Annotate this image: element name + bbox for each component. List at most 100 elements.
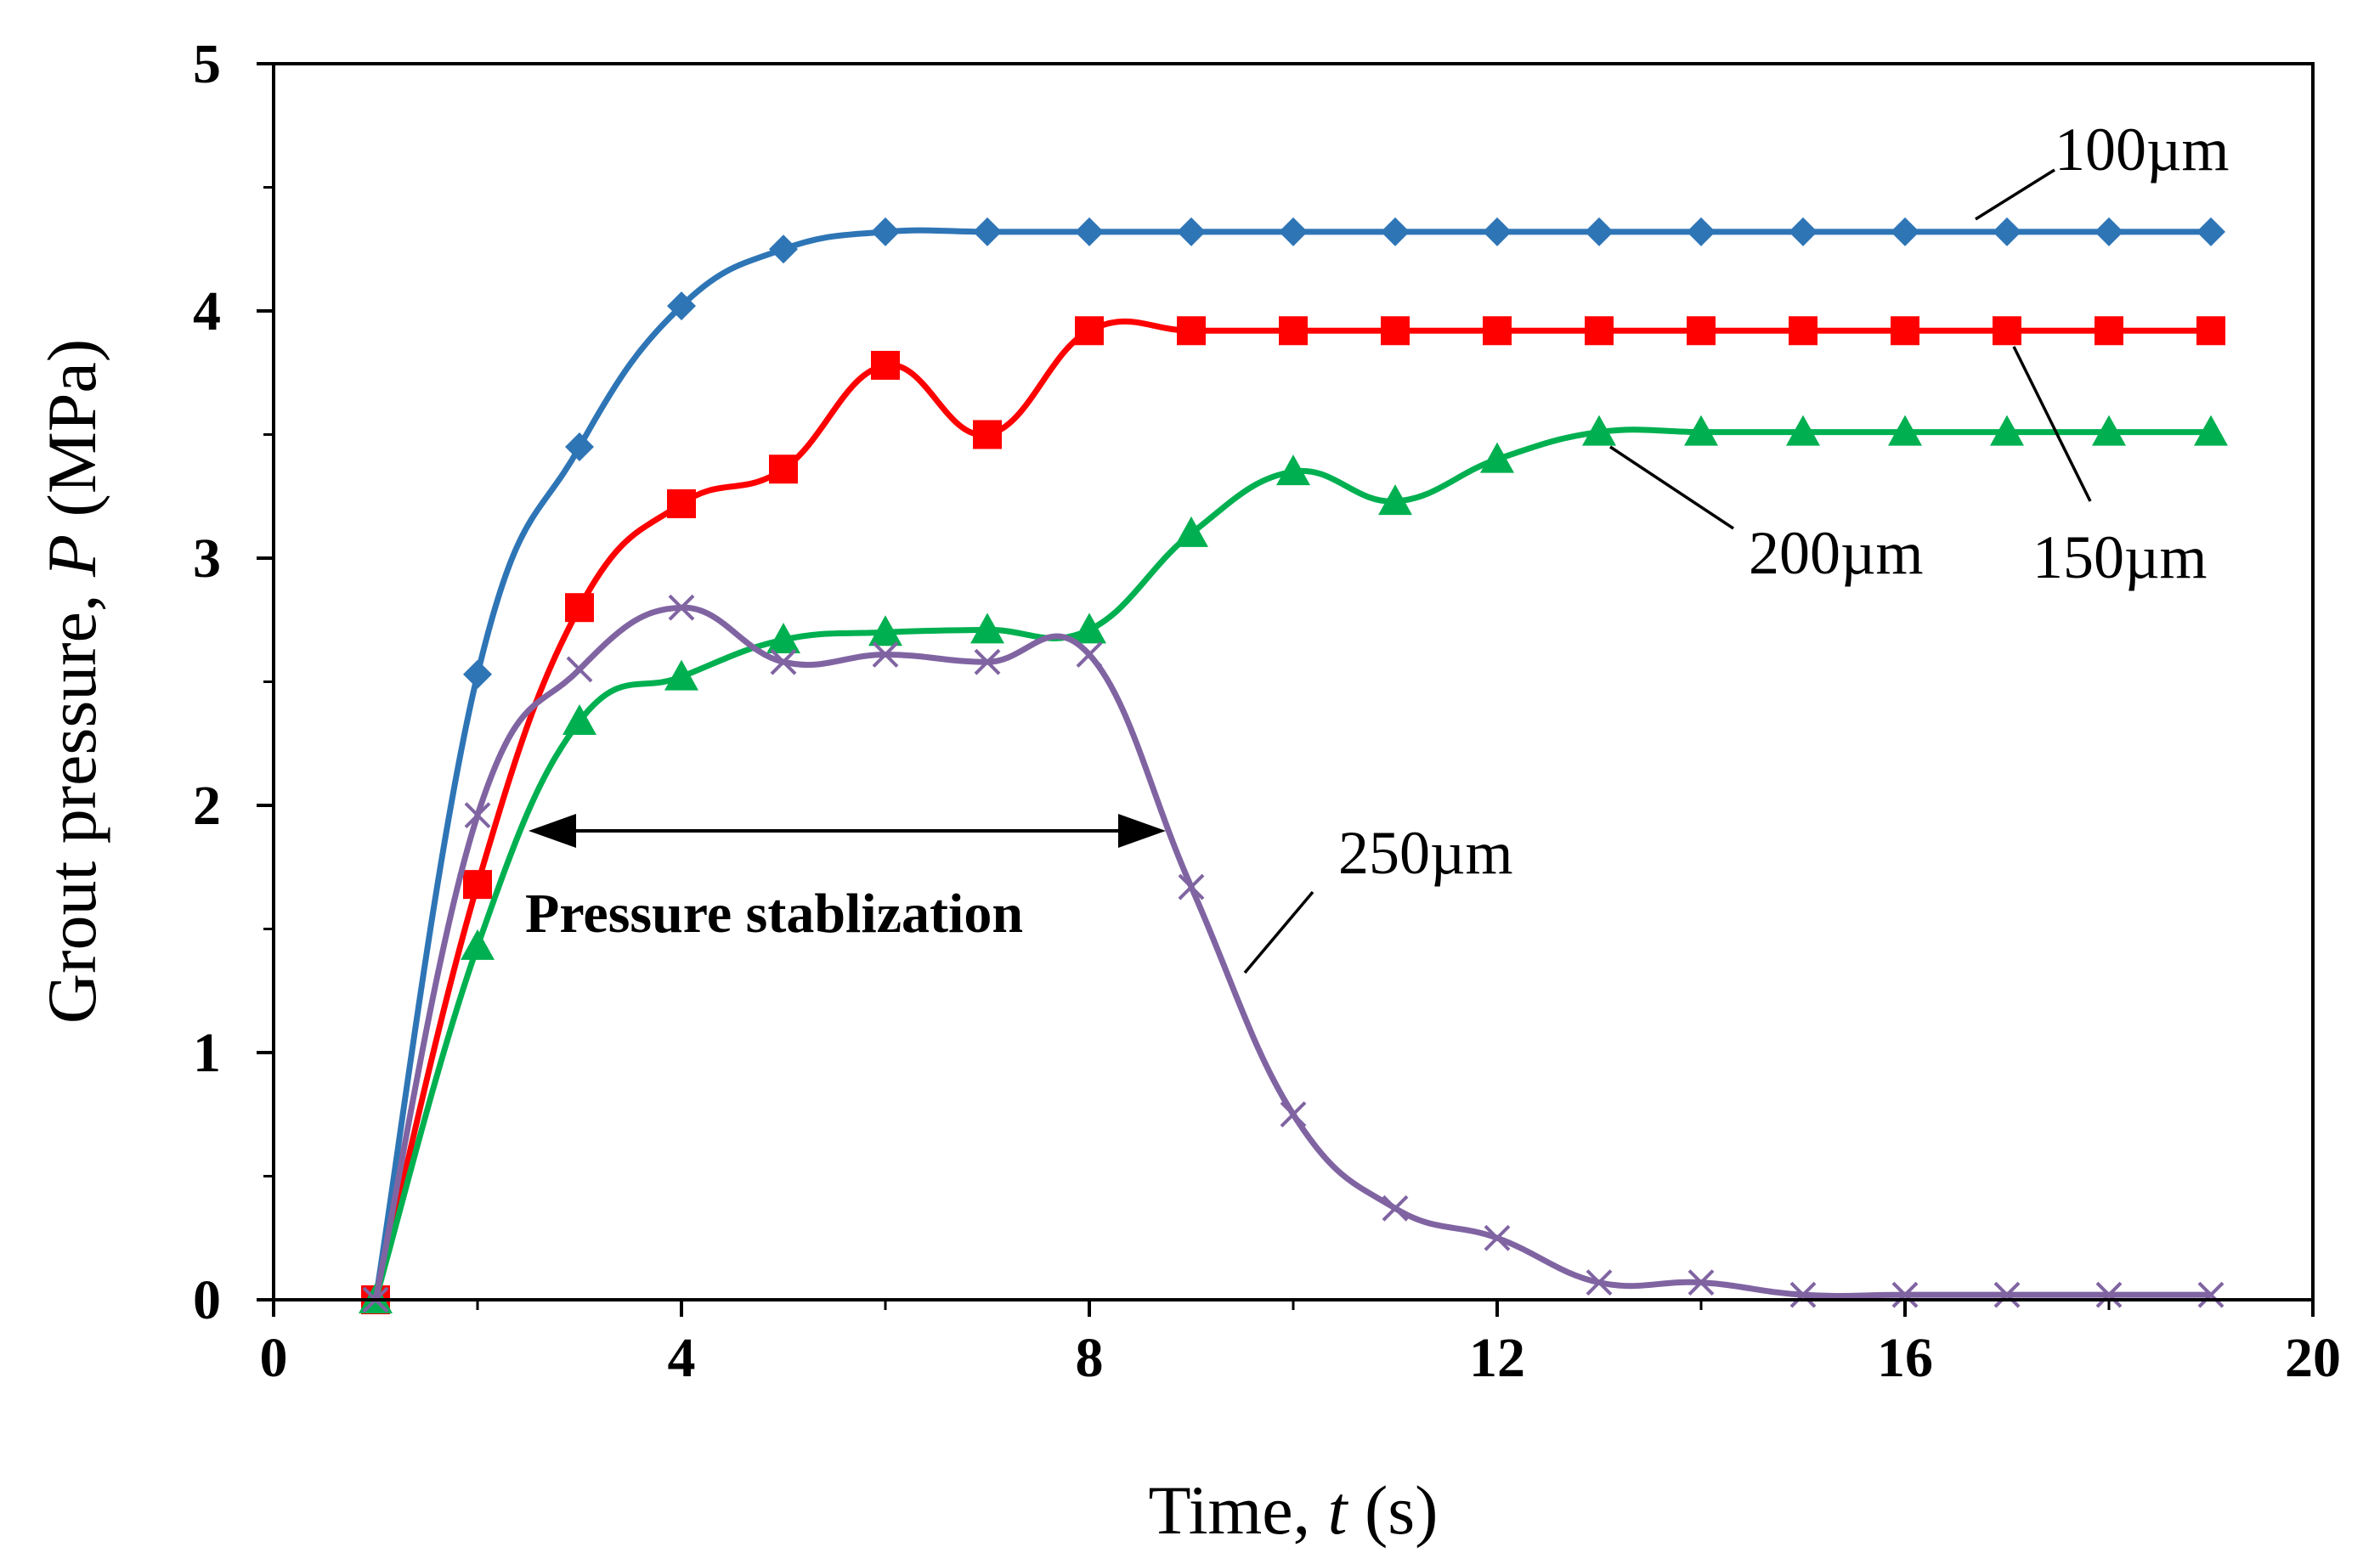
data-point-200um [1480, 442, 1514, 473]
data-point-100um [1789, 217, 1818, 246]
data-point-200um [1786, 415, 1820, 446]
data-point-200um [2092, 415, 2126, 446]
data-point-150um [1993, 316, 2021, 346]
data-point-200um [562, 704, 596, 736]
data-point-150um [1789, 316, 1818, 346]
data-point-150um [769, 455, 798, 484]
data-point-250um [1178, 873, 1205, 901]
data-point-200um [970, 613, 1004, 644]
y-tick-label: 4 [193, 280, 221, 342]
data-point-150um [1891, 316, 1919, 346]
x-tick-label: 16 [1877, 1327, 1933, 1389]
data-point-250um [566, 656, 593, 683]
data-point-250um [974, 648, 1001, 675]
series-line-100um [372, 227, 2211, 1301]
series-layer [359, 217, 2228, 1314]
x-tick-label: 4 [668, 1327, 696, 1389]
stabilization-arrowhead-left [529, 814, 576, 848]
data-point-200um [766, 623, 800, 654]
data-point-200um [1072, 613, 1106, 644]
data-point-100um [1279, 217, 1308, 246]
data-point-200um [2194, 415, 2228, 446]
data-point-200um [664, 659, 698, 691]
x-axis-title: Time, t (s) [1149, 1471, 1439, 1549]
y-axis-title: Grout pressure, P (MPa) [33, 339, 110, 1024]
y-tick-label: 2 [193, 775, 221, 837]
series-label-100um: 100µm [2055, 116, 2230, 184]
data-point-150um [1279, 316, 1308, 346]
data-point-100um [1177, 217, 1206, 246]
data-point-100um [2196, 217, 2225, 246]
data-point-150um [1177, 316, 1206, 346]
x-tick-label: 20 [2285, 1327, 2341, 1389]
data-point-100um [1993, 217, 2021, 246]
data-point-250um [1382, 1194, 1409, 1222]
data-point-100um [973, 217, 1002, 246]
data-point-250um [770, 648, 797, 675]
leader-line-150um [2012, 346, 2092, 502]
data-point-250um [1789, 1281, 1817, 1308]
data-point-150um [2196, 316, 2225, 346]
data-point-200um [461, 929, 495, 960]
data-point-250um [1586, 1269, 1613, 1296]
stabilization-label: Pressure stablization [525, 883, 1023, 945]
data-point-150um [1381, 316, 1410, 346]
data-point-150um [1483, 316, 1512, 346]
data-point-100um [1585, 217, 1614, 246]
data-point-100um [1891, 217, 1919, 246]
stabilization-arrowhead-right [1118, 814, 1166, 848]
data-point-100um [1381, 217, 1410, 246]
y-tick-label: 0 [193, 1269, 221, 1331]
data-point-100um [565, 432, 594, 462]
data-point-200um [1990, 415, 2024, 446]
data-point-150um [973, 420, 1002, 449]
data-point-150um [667, 488, 696, 518]
y-tick-label: 5 [193, 33, 221, 95]
data-point-200um [1684, 415, 1718, 446]
leader-line-200um [1609, 445, 1734, 530]
data-point-250um [1687, 1269, 1715, 1296]
data-point-150um [463, 870, 492, 900]
leader-line-100um [1975, 168, 2055, 221]
data-point-150um [1075, 316, 1104, 346]
series-label-250um: 250µm [1338, 819, 1513, 887]
data-point-250um [2095, 1281, 2123, 1308]
data-point-150um [565, 593, 594, 623]
data-point-200um [1378, 484, 1412, 516]
x-tick-label: 0 [260, 1327, 288, 1389]
data-point-150um [1687, 316, 1716, 346]
y-tick-label: 3 [193, 528, 221, 590]
data-point-250um [668, 594, 695, 621]
data-point-250um [464, 802, 491, 829]
data-point-200um [1582, 415, 1616, 446]
data-point-250um [1484, 1224, 1511, 1251]
x-tick-label: 8 [1076, 1327, 1104, 1389]
data-point-100um [1687, 217, 1716, 246]
data-point-250um [1280, 1101, 1307, 1128]
data-point-250um [1076, 641, 1103, 668]
data-point-250um [872, 641, 899, 668]
data-point-100um [871, 217, 900, 246]
data-point-250um [1891, 1281, 1919, 1308]
data-point-100um [463, 659, 492, 689]
data-point-100um [1075, 217, 1104, 246]
series-250um [362, 594, 2225, 1313]
data-point-100um [1483, 217, 1512, 246]
data-point-150um [2095, 316, 2123, 346]
x-tick-label: 12 [1469, 1327, 1525, 1389]
data-point-200um [1174, 516, 1208, 547]
leader-line-250um [1243, 890, 1314, 974]
data-point-100um [2095, 217, 2123, 246]
data-point-200um [868, 615, 902, 646]
data-point-250um [1993, 1281, 2021, 1308]
series-label-200um: 200µm [1749, 519, 1924, 587]
data-point-250um [2197, 1281, 2225, 1308]
y-tick-label: 1 [193, 1022, 221, 1084]
data-point-100um [769, 234, 798, 264]
data-point-150um [871, 351, 900, 381]
data-point-100um [667, 291, 696, 321]
data-point-150um [1585, 316, 1614, 346]
